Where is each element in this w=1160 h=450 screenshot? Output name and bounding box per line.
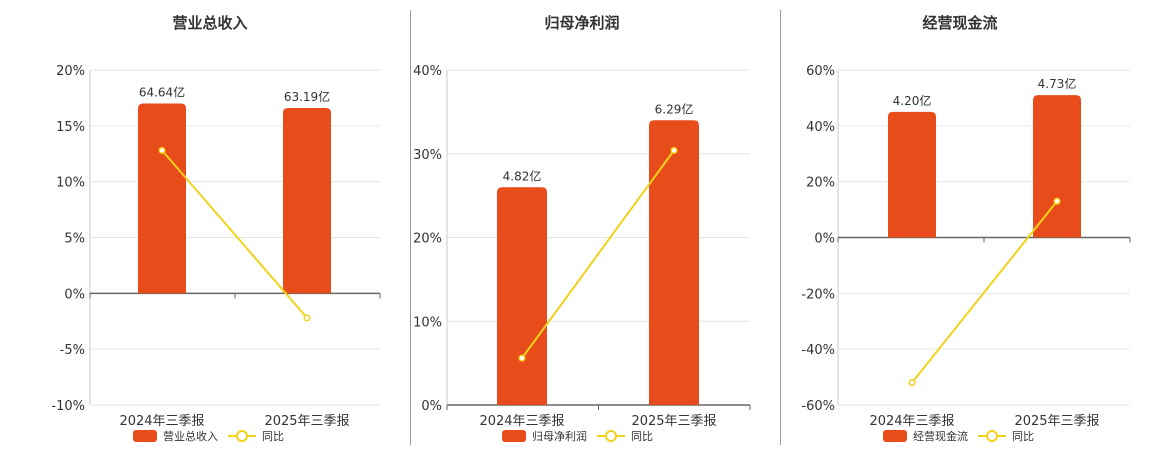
legend-bar-label: 经营现金流 bbox=[913, 429, 968, 443]
legend-bar-swatch bbox=[883, 430, 907, 442]
chart-title: 营业总收入 bbox=[172, 14, 247, 32]
chart-panel-3: 经营现金流 60% 40% 20% 0% -20% -40% -60% 4.20亿 4.73亿 20… bbox=[801, 14, 1131, 443]
bar-value-label: 4.73亿 bbox=[1038, 76, 1077, 91]
y-tick-label: -40% bbox=[801, 343, 835, 358]
yoy-point bbox=[518, 354, 526, 362]
y-tick-label: 0% bbox=[421, 399, 442, 414]
bar-value-label: 6.29亿 bbox=[655, 101, 694, 116]
legend-bar-swatch bbox=[133, 430, 157, 442]
y-tick-label: 20% bbox=[806, 176, 835, 191]
y-tick-label: 5% bbox=[64, 232, 85, 247]
legend-line-marker bbox=[236, 430, 248, 442]
panel-divider-1 bbox=[410, 10, 411, 445]
bar bbox=[497, 187, 547, 405]
yoy-point bbox=[303, 314, 311, 322]
legend: 归母净利润 同比 bbox=[502, 429, 653, 443]
legend-line-label: 同比 bbox=[262, 430, 284, 443]
yoy-line bbox=[911, 200, 1058, 384]
yoy-line bbox=[521, 149, 675, 359]
panel-divider-2 bbox=[780, 10, 781, 445]
y-tick-label: 10% bbox=[413, 315, 442, 330]
y-tick-label: 30% bbox=[413, 148, 442, 163]
legend-line-marker bbox=[605, 430, 617, 442]
y-tick-label: 10% bbox=[56, 176, 85, 191]
chart-panel-1: 营业总收入 20% 15% 10% 5% 0% -5% -10% 64.64亿 63.19亿 202… bbox=[51, 14, 381, 443]
chart-title: 归母净利润 bbox=[544, 14, 619, 32]
y-tick-label: -20% bbox=[801, 287, 835, 302]
legend: 营业总收入 同比 bbox=[133, 429, 284, 443]
y-tick-label: 40% bbox=[413, 64, 442, 79]
x-category-label: 2025年三季报 bbox=[631, 414, 716, 429]
yoy-point bbox=[908, 379, 916, 387]
bar bbox=[649, 120, 699, 405]
legend-line-label: 同比 bbox=[631, 430, 653, 443]
y-tick-label: -10% bbox=[51, 399, 85, 414]
y-tick-label: 0% bbox=[814, 232, 835, 247]
x-category-label: 2024年三季报 bbox=[869, 414, 954, 429]
legend-bar-label: 营业总收入 bbox=[163, 429, 218, 443]
y-tick-label: 20% bbox=[413, 232, 442, 247]
bar bbox=[283, 107, 331, 294]
legend-line-marker bbox=[986, 430, 998, 442]
y-tick-label: -5% bbox=[60, 343, 85, 358]
bar-value-label: 64.64亿 bbox=[139, 85, 185, 100]
y-tick-label: -60% bbox=[801, 399, 835, 414]
bar-value-label: 4.20亿 bbox=[893, 93, 932, 108]
yoy-line bbox=[161, 149, 308, 319]
chart-panel-2: 归母净利润 40% 30% 20% 10% 0% 4.82亿 6.29亿 2024年三季报 202… bbox=[413, 14, 751, 443]
y-tick-label: 20% bbox=[56, 64, 85, 79]
bar bbox=[138, 103, 186, 294]
chart-title: 经营现金流 bbox=[922, 14, 997, 32]
x-category-label: 2025年三季报 bbox=[1014, 414, 1099, 429]
yoy-point bbox=[1053, 197, 1061, 205]
legend-bar-swatch bbox=[502, 430, 526, 442]
legend-bar-label: 归母净利润 bbox=[532, 429, 587, 443]
y-tick-label: 40% bbox=[806, 120, 835, 135]
y-tick-label: 60% bbox=[806, 64, 835, 79]
yoy-point bbox=[670, 146, 678, 154]
legend: 经营现金流 同比 bbox=[883, 429, 1034, 443]
yoy-point bbox=[158, 146, 166, 154]
x-category-label: 2024年三季报 bbox=[479, 414, 564, 429]
bar-value-label: 63.19亿 bbox=[284, 89, 330, 104]
bar-value-label: 4.82亿 bbox=[503, 168, 542, 183]
y-tick-label: 0% bbox=[64, 287, 85, 302]
x-category-label: 2024年三季报 bbox=[119, 414, 204, 429]
legend-line-label: 同比 bbox=[1012, 430, 1034, 443]
y-tick-label: 15% bbox=[56, 120, 85, 135]
bar bbox=[888, 111, 936, 238]
bar bbox=[1033, 95, 1081, 238]
x-category-label: 2025年三季报 bbox=[264, 414, 349, 429]
